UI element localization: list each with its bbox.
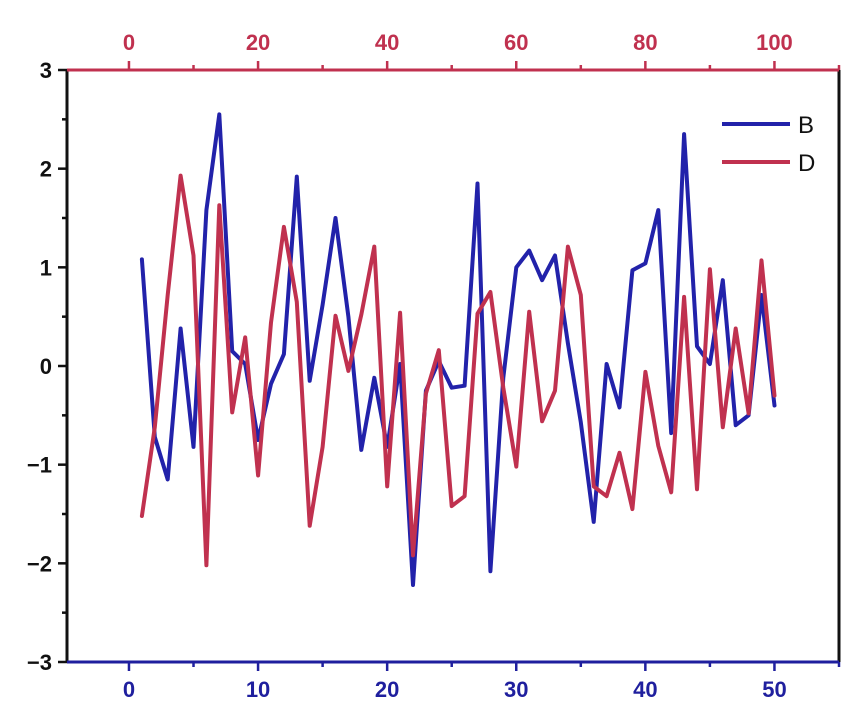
x-top-tick-label: 80 [633,30,657,55]
series-layer [139,112,777,587]
y-tick-label: −2 [27,551,52,576]
y-tick-label: 0 [40,354,52,379]
x-top-tick-label: 60 [504,30,528,55]
y-tick-label: 3 [40,58,52,83]
legend: BD [722,112,815,177]
x-top-tick-label: 100 [756,30,793,55]
plot-area [67,70,839,662]
x-top-tick-label: 0 [123,30,135,55]
y-tick-label: 2 [40,157,52,182]
y-tick-label: 1 [40,255,52,280]
y-tick-label: −1 [27,453,52,478]
y-tick-label: −3 [27,650,52,675]
legend-label-D: D [798,150,815,177]
x-bottom-tick-label: 40 [633,677,657,702]
x-bottom-tick-label: 20 [375,677,399,702]
x-top-tick-label: 20 [246,30,270,55]
x-bottom-tick-label: 50 [762,677,786,702]
x-bottom-tick-label: 0 [123,677,135,702]
x-top-tick-label: 40 [375,30,399,55]
x-bottom-tick-label: 30 [504,677,528,702]
x-bottom-tick-label: 10 [246,677,270,702]
series-line-D [139,173,777,568]
legend-label-B: B [798,112,814,139]
